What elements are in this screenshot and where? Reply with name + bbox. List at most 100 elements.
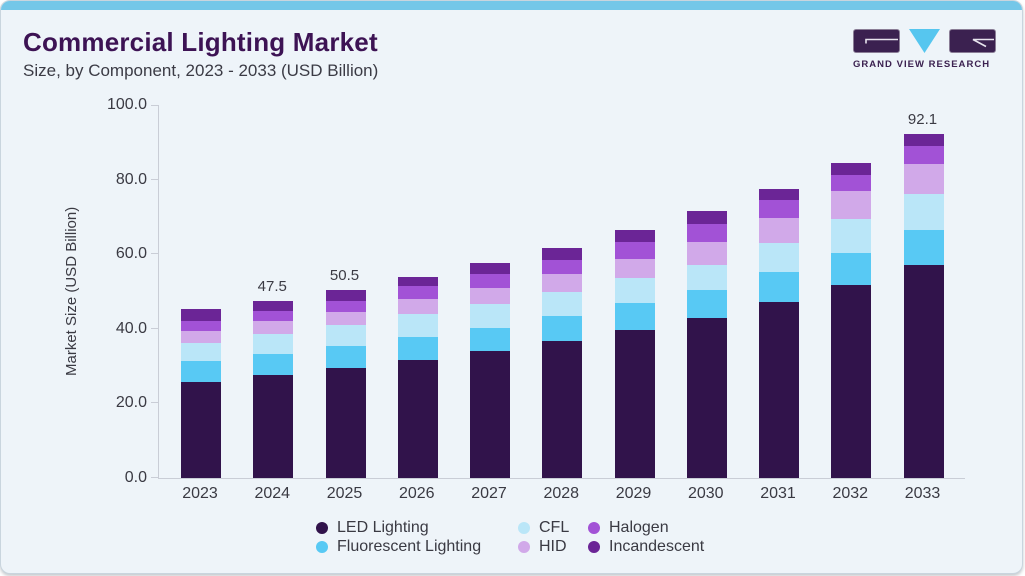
bar-segment-led-lighting xyxy=(831,284,872,478)
x-tick-label: 2023 xyxy=(182,485,218,502)
bar-segment-hid xyxy=(686,242,727,265)
bar-value-label: 47.5 xyxy=(257,277,287,295)
legend-dot xyxy=(316,541,328,553)
bar-segment-fluorescent-lighting xyxy=(686,290,727,318)
y-tick-label: 80.0 xyxy=(115,170,147,188)
accent-strip xyxy=(1,1,1022,10)
bar-segment-led-lighting xyxy=(542,340,583,478)
bar-segment-led-lighting xyxy=(397,359,438,478)
bar-segment-cfl xyxy=(903,194,944,230)
legend-label: Fluorescent Lighting xyxy=(337,538,482,555)
bar-segment-led-lighting xyxy=(470,351,510,478)
legend-item: Fluorescent Lighting xyxy=(316,539,481,555)
bar-group-2023 xyxy=(181,309,221,478)
y-tick-mark xyxy=(151,327,159,329)
bar-segment-fluorescent-lighting xyxy=(831,252,872,285)
y-tick-mark xyxy=(151,477,159,478)
bar-segment-fluorescent-lighting xyxy=(470,327,510,352)
bar-segment-cfl xyxy=(253,333,294,354)
bar-segment-cfl xyxy=(181,342,221,362)
legend-item: Halogen xyxy=(588,520,669,536)
logo-r-icon xyxy=(949,29,996,53)
bar-group-2032 xyxy=(831,163,872,478)
logo-brand-text: GRAND VIEW RESEARCH xyxy=(853,59,991,70)
logo-triangle-icon xyxy=(909,29,940,53)
bar-group-2029 xyxy=(614,230,655,478)
gvr-logo: GRAND VIEW RESEARCH xyxy=(853,29,997,70)
x-tick-label: 2030 xyxy=(687,485,724,502)
bar-segment-halogen xyxy=(686,223,727,243)
legend-dot xyxy=(518,522,530,534)
bar-segment-fluorescent-lighting xyxy=(903,229,944,266)
bar-segment-halogen xyxy=(542,259,583,275)
legend-dot xyxy=(518,541,530,553)
bar-segment-hid xyxy=(181,330,221,343)
x-tick-label: 2029 xyxy=(615,485,652,502)
x-tick-label: 2026 xyxy=(398,485,435,502)
bar-segment-fluorescent-lighting xyxy=(253,353,294,376)
logo-g-icon xyxy=(853,29,900,53)
x-tick-label: 2033 xyxy=(904,485,941,502)
bar-segment-led-lighting xyxy=(614,329,655,478)
bar-segment-incandescent xyxy=(686,211,727,224)
legend-dot xyxy=(316,522,328,534)
bar-segment-cfl xyxy=(686,265,727,291)
bar-segment-incandescent xyxy=(542,247,583,260)
bar-group-2027 xyxy=(470,262,510,478)
y-tick-label: 20.0 xyxy=(115,394,147,412)
bar-segment-halogen xyxy=(831,174,872,192)
bar-segment-halogen xyxy=(253,311,294,322)
bar-segment-led-lighting xyxy=(759,301,799,478)
bar-segment-hid xyxy=(397,298,438,315)
bar-segment-cfl xyxy=(759,243,799,273)
x-tick-label: 2032 xyxy=(832,485,869,502)
y-tick-label: 40.0 xyxy=(115,319,147,337)
legend-label: Halogen xyxy=(609,519,669,536)
bar-segment-incandescent xyxy=(470,262,510,274)
page-subtitle: Size, by Component, 2023 - 2033 (USD Bil… xyxy=(23,61,379,80)
page-title: Commercial Lighting Market xyxy=(23,27,378,57)
bar-group-2028 xyxy=(542,247,583,478)
bar-segment-cfl xyxy=(831,218,872,253)
bar-segment-fluorescent-lighting xyxy=(542,316,583,341)
bar-segment-cfl xyxy=(542,291,583,317)
x-tick-label: 2028 xyxy=(543,485,580,502)
bar-segment-cfl xyxy=(470,304,510,328)
bar-segment-hid xyxy=(542,274,583,292)
bar-segment-cfl xyxy=(614,278,655,304)
bar-group-2031 xyxy=(759,189,799,478)
gvr-logo-marks xyxy=(853,29,997,53)
bar-segment-led-lighting xyxy=(686,317,727,478)
legend-dot xyxy=(588,541,600,553)
bar-segment-halogen xyxy=(181,320,221,331)
bar-segment-led-lighting xyxy=(253,375,294,478)
y-tick-mark xyxy=(151,402,159,404)
bar-segment-incandescent xyxy=(181,309,221,321)
x-tick-label: 2024 xyxy=(254,485,291,502)
bar-segment-incandescent xyxy=(831,163,872,175)
bar-segment-incandescent xyxy=(397,276,438,286)
x-tick-label: 2025 xyxy=(326,485,363,502)
legend-label: HID xyxy=(539,538,567,555)
y-tick-label: 100.0 xyxy=(106,96,147,113)
y-axis-title: Market Size (USD Billion) xyxy=(63,206,80,377)
legend-item: Incandescent xyxy=(588,539,704,555)
y-tick-label: 0.0 xyxy=(124,469,147,486)
bar-segment-halogen xyxy=(470,273,510,289)
legend-label: Incandescent xyxy=(609,538,705,555)
y-tick-mark xyxy=(151,105,159,106)
bar-segment-hid xyxy=(759,217,799,243)
bar-segment-halogen xyxy=(397,285,438,299)
bar-segment-hid xyxy=(253,321,294,334)
bar-segment-hid xyxy=(831,191,872,219)
bar-segment-incandescent xyxy=(903,134,944,147)
y-tick-mark xyxy=(151,178,159,180)
bar-segment-cfl xyxy=(325,325,366,346)
bar-segment-incandescent xyxy=(759,189,799,200)
legend-item: LED Lighting xyxy=(316,520,429,536)
bar-segment-halogen xyxy=(903,146,944,164)
bar-segment-fluorescent-lighting xyxy=(759,272,799,302)
bar-segment-fluorescent-lighting xyxy=(325,345,366,368)
bar-value-label: 92.1 xyxy=(907,111,938,129)
bar-segment-hid xyxy=(614,258,655,279)
